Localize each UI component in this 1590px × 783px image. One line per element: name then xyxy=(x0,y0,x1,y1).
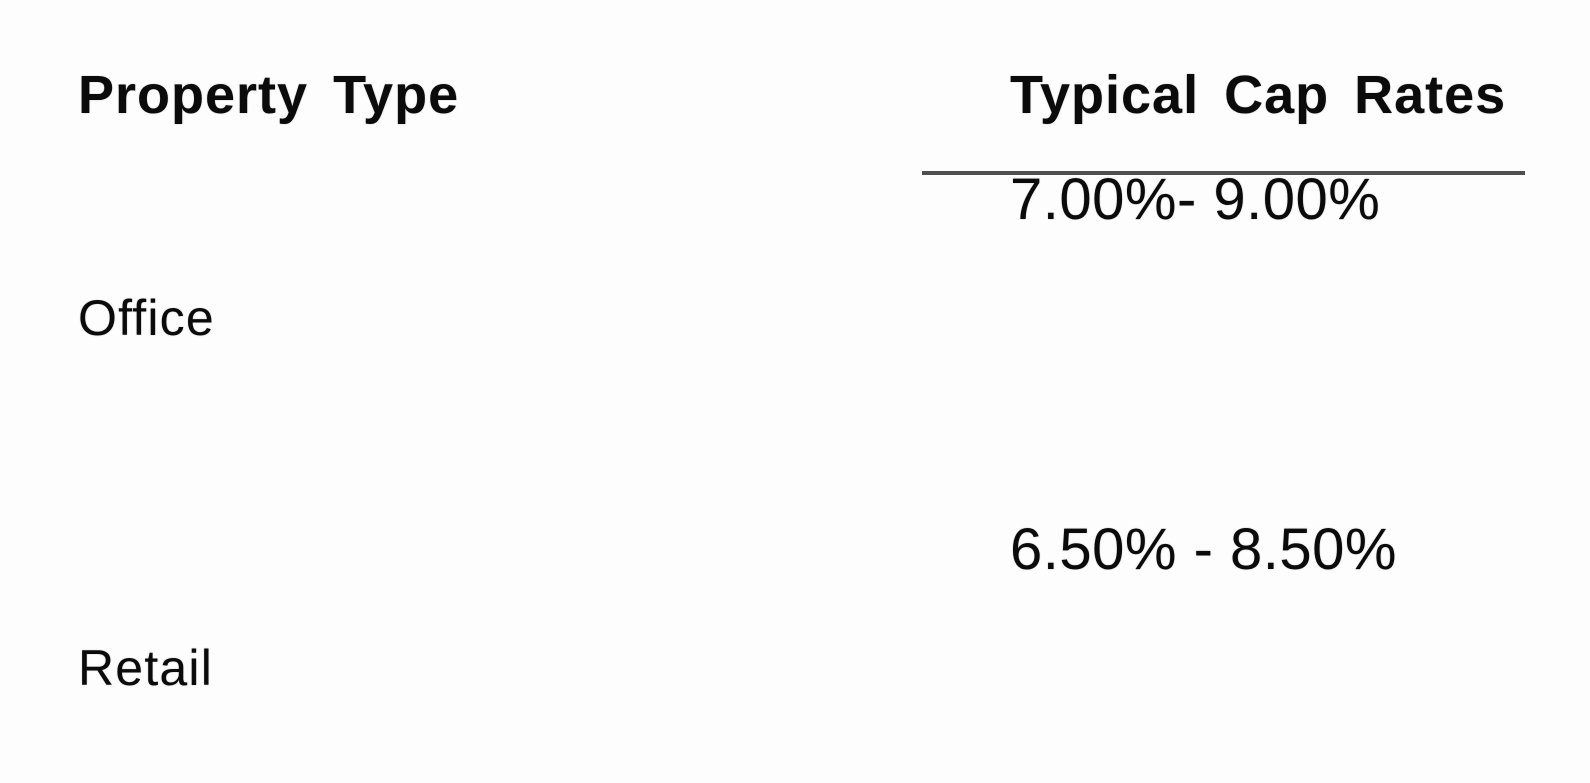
property-name: Retail xyxy=(78,640,214,696)
table-row: Retail 6.50% - 8.50% xyxy=(78,521,1414,783)
table-body: Office 7.00%- 9.00% Retail 6.50% - 8.50%… xyxy=(78,171,1414,783)
cap-rate-value: 6.50% - 8.50% xyxy=(1010,517,1397,582)
cap-rates-header: Typical Cap Rates xyxy=(1010,65,1507,125)
property-name: Office xyxy=(78,290,215,346)
table-row: Office 7.00%- 9.00% xyxy=(78,171,1414,521)
table-header-row: Property Type Typical Cap Rates xyxy=(78,66,1506,124)
property-type-header: Property Type xyxy=(78,65,460,125)
property-cell: Office xyxy=(78,173,1010,521)
cap-rate-value: 7.00%- 9.00% xyxy=(1010,167,1381,232)
property-cell: Retail xyxy=(78,523,1010,783)
header-underline xyxy=(922,171,1525,175)
